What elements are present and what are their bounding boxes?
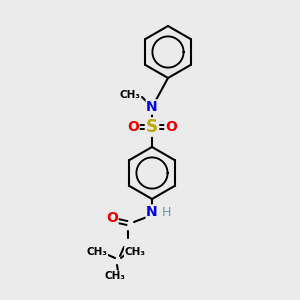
Text: O: O [127, 120, 139, 134]
Text: O: O [106, 211, 118, 225]
Text: CH₃: CH₃ [86, 247, 107, 257]
Text: S: S [146, 118, 158, 136]
Text: H: H [161, 206, 171, 218]
Text: O: O [165, 120, 177, 134]
Text: N: N [146, 205, 158, 219]
Text: CH₃: CH₃ [104, 271, 125, 281]
Text: N: N [146, 100, 158, 114]
Text: CH₃: CH₃ [119, 90, 140, 100]
Text: CH₃: CH₃ [124, 247, 146, 257]
